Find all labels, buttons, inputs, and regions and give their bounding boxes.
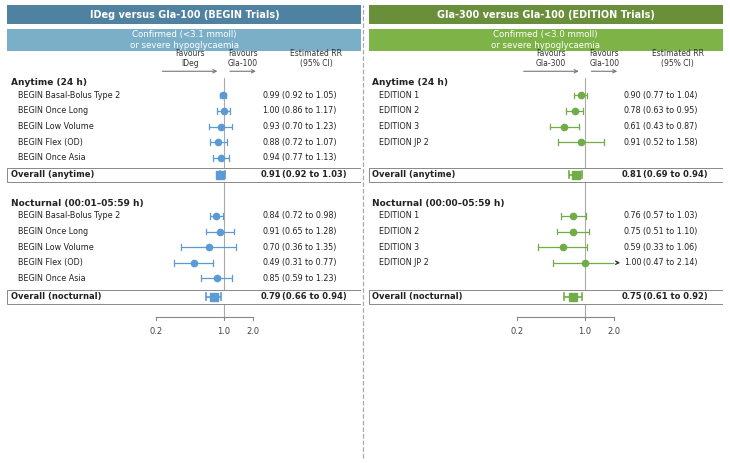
Text: EDITION 2: EDITION 2 bbox=[380, 227, 420, 236]
Text: 0.76: 0.76 bbox=[623, 212, 641, 220]
Bar bbox=[7, 290, 361, 304]
Text: (0.31 to 0.77): (0.31 to 0.77) bbox=[282, 258, 337, 267]
Text: EDITION 3: EDITION 3 bbox=[380, 243, 420, 251]
Text: Favours
IDeg: Favours IDeg bbox=[175, 49, 204, 68]
Text: (0.43 to 0.87): (0.43 to 0.87) bbox=[643, 122, 697, 131]
Text: (0.47 to 2.14): (0.47 to 2.14) bbox=[643, 258, 698, 267]
Text: Gla-300 versus Gla-100 (EDITION Trials): Gla-300 versus Gla-100 (EDITION Trials) bbox=[437, 10, 655, 19]
Text: (0.92 to 1.03): (0.92 to 1.03) bbox=[282, 170, 346, 179]
Text: 0.79: 0.79 bbox=[261, 292, 281, 301]
Text: Anytime (24 h): Anytime (24 h) bbox=[11, 78, 87, 87]
Text: Overall (nocturnal): Overall (nocturnal) bbox=[11, 292, 101, 301]
Text: Overall (anytime): Overall (anytime) bbox=[372, 170, 456, 179]
Text: 0.78: 0.78 bbox=[623, 106, 641, 115]
Text: Estimated RR
(95% CI): Estimated RR (95% CI) bbox=[291, 49, 342, 68]
Text: 2.0: 2.0 bbox=[607, 326, 620, 336]
Text: 0.88: 0.88 bbox=[262, 138, 280, 147]
Text: EDITION 1: EDITION 1 bbox=[380, 212, 420, 220]
Text: EDITION 1: EDITION 1 bbox=[380, 91, 420, 100]
Text: 0.91: 0.91 bbox=[262, 227, 280, 236]
Text: 2.0: 2.0 bbox=[246, 326, 259, 336]
Text: BEGIN Basal-Bolus Type 2: BEGIN Basal-Bolus Type 2 bbox=[18, 91, 120, 100]
Text: BEGIN Once Long: BEGIN Once Long bbox=[18, 106, 88, 115]
Bar bbox=[369, 168, 723, 182]
Text: 0.93: 0.93 bbox=[262, 122, 280, 131]
Text: 0.75: 0.75 bbox=[622, 292, 642, 301]
Text: EDITION 3: EDITION 3 bbox=[380, 122, 420, 131]
Text: BEGIN Once Asia: BEGIN Once Asia bbox=[18, 153, 85, 162]
Text: BEGIN Flex (OD): BEGIN Flex (OD) bbox=[18, 138, 82, 147]
Text: 0.49: 0.49 bbox=[262, 258, 280, 267]
Text: (0.69 to 0.94): (0.69 to 0.94) bbox=[643, 170, 707, 179]
Bar bbox=[7, 5, 361, 25]
Text: (0.61 to 0.92): (0.61 to 0.92) bbox=[643, 292, 708, 301]
Text: Favours
Gla-100: Favours Gla-100 bbox=[589, 49, 619, 68]
Text: Estimated RR
(95% CI): Estimated RR (95% CI) bbox=[652, 49, 704, 68]
Text: Overall (anytime): Overall (anytime) bbox=[11, 170, 94, 179]
Text: (0.66 to 0.94): (0.66 to 0.94) bbox=[282, 292, 347, 301]
Text: 0.61: 0.61 bbox=[623, 122, 641, 131]
Text: BEGIN Low Volume: BEGIN Low Volume bbox=[18, 243, 93, 251]
Text: (0.52 to 1.58): (0.52 to 1.58) bbox=[643, 138, 698, 147]
Text: Confirmed (<3.0 mmoll)
or severe hypoglycaemia: Confirmed (<3.0 mmoll) or severe hypogly… bbox=[491, 31, 600, 50]
Text: 0.59: 0.59 bbox=[623, 243, 641, 251]
Text: Anytime (24 h): Anytime (24 h) bbox=[372, 78, 448, 87]
Bar bbox=[7, 168, 361, 182]
Text: 0.91: 0.91 bbox=[261, 170, 281, 179]
Text: (0.72 to 0.98): (0.72 to 0.98) bbox=[282, 212, 337, 220]
Text: 0.91: 0.91 bbox=[623, 138, 641, 147]
Text: 0.2: 0.2 bbox=[150, 326, 163, 336]
Text: 1.00: 1.00 bbox=[262, 106, 280, 115]
Text: (0.77 to 1.04): (0.77 to 1.04) bbox=[643, 91, 698, 100]
Text: 0.81: 0.81 bbox=[622, 170, 642, 179]
Text: 0.2: 0.2 bbox=[511, 326, 524, 336]
Text: Favours
Gla-100: Favours Gla-100 bbox=[228, 49, 258, 68]
Text: 1.00: 1.00 bbox=[623, 258, 641, 267]
Text: Nocturnal (00:01–05:59 h): Nocturnal (00:01–05:59 h) bbox=[11, 199, 144, 207]
Text: BEGIN Low Volume: BEGIN Low Volume bbox=[18, 122, 93, 131]
Text: 0.84: 0.84 bbox=[262, 212, 280, 220]
Bar bbox=[369, 5, 723, 25]
Text: Nocturnal (00:00–05:59 h): Nocturnal (00:00–05:59 h) bbox=[372, 199, 504, 207]
Text: 1.0: 1.0 bbox=[217, 326, 230, 336]
Bar bbox=[7, 30, 361, 51]
Text: EDITION 2: EDITION 2 bbox=[380, 106, 420, 115]
Text: IDeg versus Gla-100 (BEGIN Trials): IDeg versus Gla-100 (BEGIN Trials) bbox=[90, 10, 279, 19]
Text: (0.65 to 1.28): (0.65 to 1.28) bbox=[282, 227, 337, 236]
Text: 0.94: 0.94 bbox=[262, 153, 280, 162]
Text: EDITION JP 2: EDITION JP 2 bbox=[380, 258, 429, 267]
Text: Overall (nocturnal): Overall (nocturnal) bbox=[372, 292, 463, 301]
Bar bbox=[369, 30, 723, 51]
Text: 1.0: 1.0 bbox=[578, 326, 591, 336]
Text: (0.57 to 1.03): (0.57 to 1.03) bbox=[643, 212, 698, 220]
Text: (0.72 to 1.07): (0.72 to 1.07) bbox=[282, 138, 337, 147]
Text: (0.77 to 1.13): (0.77 to 1.13) bbox=[282, 153, 337, 162]
Text: (0.51 to 1.10): (0.51 to 1.10) bbox=[643, 227, 697, 236]
Text: (0.59 to 1.23): (0.59 to 1.23) bbox=[282, 274, 337, 283]
Text: BEGIN Once Long: BEGIN Once Long bbox=[18, 227, 88, 236]
Text: 0.70: 0.70 bbox=[262, 243, 280, 251]
Text: 0.75: 0.75 bbox=[623, 227, 641, 236]
Text: (0.70 to 1.23): (0.70 to 1.23) bbox=[282, 122, 337, 131]
Text: BEGIN Flex (OD): BEGIN Flex (OD) bbox=[18, 258, 82, 267]
Text: (0.33 to 1.06): (0.33 to 1.06) bbox=[643, 243, 697, 251]
Text: BEGIN Once Asia: BEGIN Once Asia bbox=[18, 274, 85, 283]
Text: (0.86 to 1.17): (0.86 to 1.17) bbox=[282, 106, 336, 115]
Bar bbox=[369, 290, 723, 304]
Text: (0.63 to 0.95): (0.63 to 0.95) bbox=[643, 106, 698, 115]
Text: 0.99: 0.99 bbox=[262, 91, 280, 100]
Text: (0.92 to 1.05): (0.92 to 1.05) bbox=[282, 91, 337, 100]
Text: Favours
Gla-300: Favours Gla-300 bbox=[536, 49, 566, 68]
Text: 0.85: 0.85 bbox=[262, 274, 280, 283]
Text: Confirmed (<3.1 mmoll)
or severe hypoglycaemia: Confirmed (<3.1 mmoll) or severe hypogly… bbox=[130, 31, 239, 50]
Text: BEGIN Basal-Bolus Type 2: BEGIN Basal-Bolus Type 2 bbox=[18, 212, 120, 220]
Text: (0.36 to 1.35): (0.36 to 1.35) bbox=[282, 243, 336, 251]
Text: 0.90: 0.90 bbox=[623, 91, 641, 100]
Text: EDITION JP 2: EDITION JP 2 bbox=[380, 138, 429, 147]
